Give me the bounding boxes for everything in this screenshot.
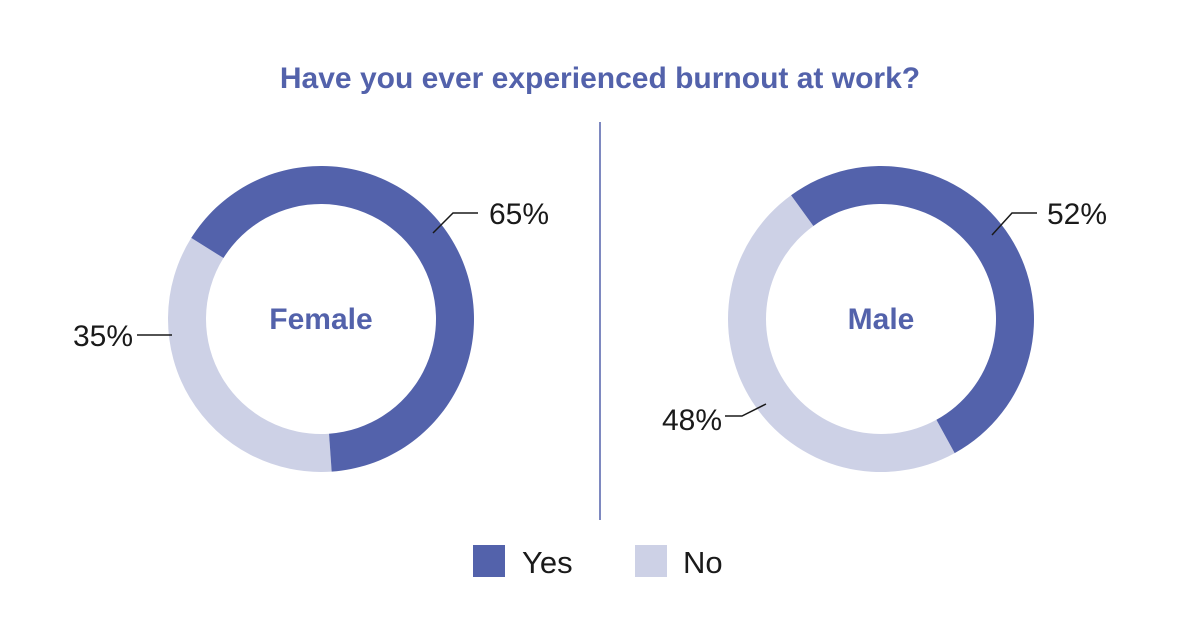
data-label-yes-female: 65% <box>489 198 549 231</box>
legend: Yes No <box>473 545 723 580</box>
donut-male: Male 52% 48% <box>662 165 1107 472</box>
legend-swatch-no <box>635 545 667 577</box>
slice-no-male <box>728 195 955 472</box>
data-label-yes-male: 52% <box>1047 198 1107 231</box>
legend-label-yes: Yes <box>522 545 573 580</box>
legend-label-no: No <box>683 545 723 580</box>
data-label-no-male: 48% <box>662 404 722 437</box>
leader-no-male <box>725 403 767 417</box>
leader-yes-female <box>432 212 478 234</box>
chart-title: Have you ever experienced burnout at wor… <box>280 62 920 95</box>
donut-female: Female 65% 35% <box>73 165 549 472</box>
data-label-no-female: 35% <box>73 320 133 353</box>
center-label-male: Male <box>848 303 915 336</box>
leader-yes-male <box>991 212 1037 236</box>
slice-yes-male <box>791 165 1035 454</box>
slice-no-female <box>168 237 332 472</box>
center-label-female: Female <box>269 303 372 336</box>
donut-charts: Female 65% 35% Male 52% 48% <box>73 165 1107 472</box>
legend-swatch-yes <box>473 545 505 577</box>
